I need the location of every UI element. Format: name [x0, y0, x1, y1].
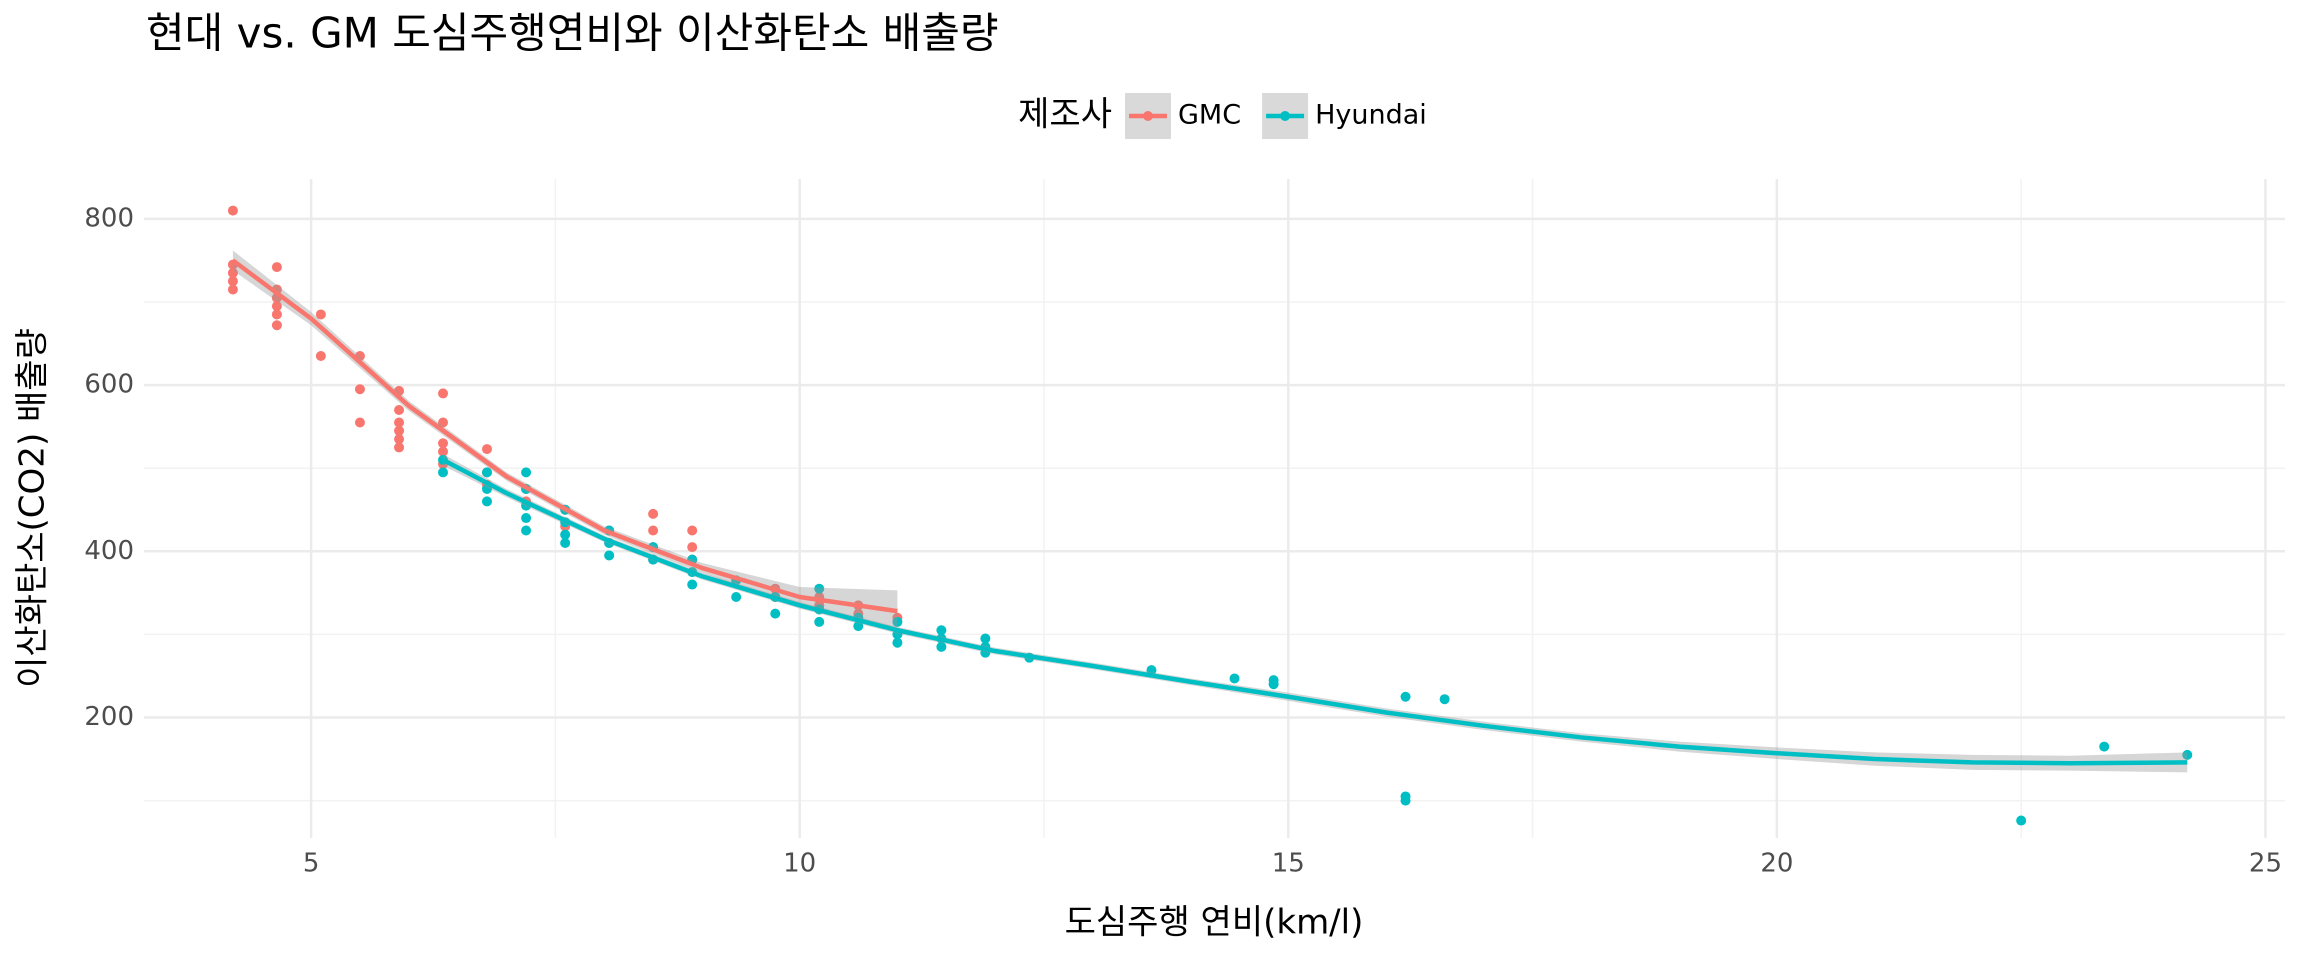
data-point — [271, 309, 282, 320]
y-tick-label: 200 — [84, 702, 134, 732]
data-point — [814, 583, 825, 594]
data-point — [687, 579, 698, 590]
data-point — [770, 608, 781, 619]
data-point — [2182, 749, 2193, 760]
data-point — [560, 529, 571, 540]
data-point — [227, 284, 238, 295]
y-tick-label: 400 — [84, 536, 134, 566]
data-point — [394, 425, 405, 436]
data-point — [1400, 795, 1411, 806]
data-point — [227, 267, 238, 278]
data-point — [2099, 741, 2110, 752]
data-point — [315, 351, 326, 362]
x-tick-label: 5 — [303, 849, 320, 879]
data-point — [438, 467, 449, 478]
data-point — [980, 633, 991, 644]
confidence-band — [232, 250, 898, 632]
x-tick-label: 15 — [1272, 849, 1305, 879]
data-point — [936, 641, 947, 652]
legend-item: Hyundai — [1262, 93, 1427, 139]
data-point — [1268, 679, 1279, 690]
data-point — [892, 616, 903, 627]
data-point — [731, 592, 742, 603]
data-point — [560, 537, 571, 548]
data-point — [936, 625, 947, 636]
data-point — [227, 205, 238, 216]
data-point — [227, 276, 238, 287]
data-point — [394, 417, 405, 428]
data-point — [2016, 815, 2027, 826]
data-point — [271, 262, 282, 273]
data-point — [1400, 691, 1411, 702]
data-point — [1229, 673, 1240, 684]
data-point — [1439, 694, 1450, 705]
chart-title: 현대 vs. GM 도심주행연비와 이산화탄소 배출량 — [146, 9, 999, 58]
data-point — [521, 467, 532, 478]
x-tick-label: 10 — [783, 849, 816, 879]
data-point — [604, 550, 615, 561]
data-point — [521, 525, 532, 536]
legend-key-point — [1143, 111, 1153, 121]
data-point — [892, 637, 903, 648]
x-axis-title: 도심주행 연비(km/l) — [1065, 903, 1364, 943]
data-point — [438, 446, 449, 457]
data-point — [521, 513, 532, 524]
data-point — [315, 309, 326, 320]
data-point — [394, 442, 405, 453]
data-point — [271, 301, 282, 312]
data-point — [394, 434, 405, 445]
data-point — [648, 508, 659, 519]
data-point — [481, 496, 492, 507]
data-point — [354, 384, 365, 395]
data-point — [354, 417, 365, 428]
x-tick-label: 20 — [1760, 849, 1793, 879]
data-point — [853, 621, 864, 632]
y-tick-label: 600 — [84, 370, 134, 400]
data-point — [438, 417, 449, 428]
data-point — [687, 542, 698, 553]
data-point — [271, 320, 282, 331]
data-point — [1146, 665, 1157, 676]
data-point — [687, 525, 698, 536]
legend-item: GMC — [1125, 93, 1241, 139]
data-point — [481, 467, 492, 478]
confidence-band — [443, 454, 2188, 773]
data-point — [394, 405, 405, 416]
trend-line — [441, 457, 2188, 766]
data-point — [814, 616, 825, 627]
y-axis-title: 이산화탄소(CO2) 배출량 — [13, 328, 53, 688]
data-point — [438, 438, 449, 449]
legend-title: 제조사 — [1018, 95, 1112, 135]
y-tick-label: 800 — [84, 203, 134, 233]
data-point — [648, 525, 659, 536]
trend-line — [231, 258, 898, 614]
legend-label: GMC — [1178, 100, 1241, 131]
data-point — [438, 388, 449, 399]
legend-label: Hyundai — [1315, 100, 1427, 131]
x-tick-label: 25 — [2249, 849, 2282, 879]
data-point — [481, 444, 492, 455]
legend-key-point — [1280, 111, 1291, 121]
